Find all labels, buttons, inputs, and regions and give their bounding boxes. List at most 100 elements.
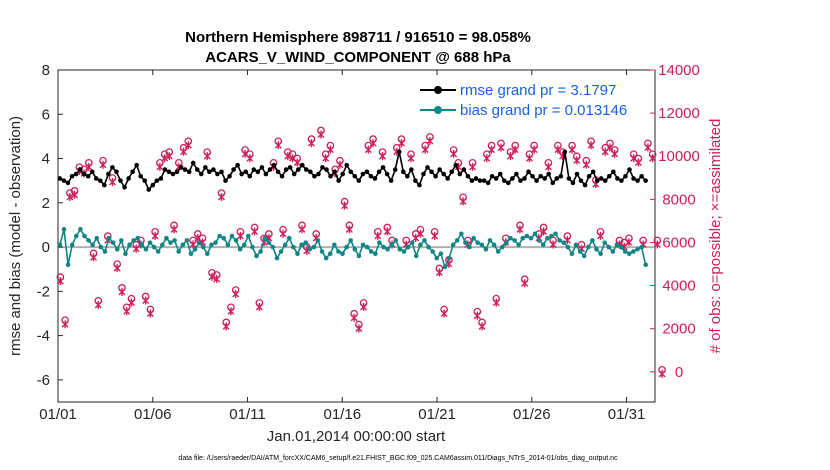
bias-point [581,253,587,259]
x-tick-label: 01/26 [513,406,551,423]
rmse-point [259,165,265,170]
x-tick-label: 01/21 [418,406,456,423]
obs-assimilated-point [435,268,443,277]
bias-point [147,240,153,245]
obs-assimilated-point [653,240,661,249]
bias-point [180,242,186,248]
bias-point [553,231,558,237]
rmse-point [299,162,305,168]
rmse-point [392,167,398,172]
rmse-point [558,173,564,179]
bias-series [57,227,648,270]
bias-point [516,242,521,248]
rmse-point [441,171,446,177]
rmse-point [324,167,329,172]
right-y-tick-label: 8000 [662,191,695,208]
bias-point [610,249,616,254]
bias-point [471,235,476,241]
bias-point [94,235,100,241]
rmse-point [578,178,584,183]
rmse-point [405,173,410,179]
rmse-point [138,173,143,179]
bias-point [323,255,329,261]
rmse-point [643,178,648,183]
obs-assimilated-point [431,231,439,240]
obs-assimilated-point [516,225,524,234]
rmse-point [550,180,556,186]
obs-assimilated-point [165,152,173,161]
obs-assimilated-point [492,298,500,307]
obs-assimilated-point [246,154,254,163]
rmse-point [328,173,333,179]
bias-point [250,244,255,250]
rmse-point [114,169,119,175]
obs-assimilated-point [383,227,391,236]
rmse-point [372,176,378,181]
obs-assimilated-point [426,136,434,145]
obs-assimilated-point [540,227,548,236]
bias-point [389,242,394,248]
rmse-point [308,169,313,175]
rmse-point [639,173,644,179]
bias-point [643,262,648,268]
rmse-point [606,173,612,179]
rmse-point [348,169,354,175]
rmse-point [89,169,95,175]
rmse-point [615,176,620,181]
bias-point [69,242,75,248]
rmse-point [554,176,560,181]
bias-point [512,238,517,243]
obs-assimilated-point [184,141,192,150]
bias-point [606,244,612,250]
bias-point [594,246,599,252]
bias-point [618,244,624,250]
rmse-point [465,173,471,179]
rmse-point [283,167,289,172]
rmse-point [77,167,83,172]
obs-assimilated-point [108,177,116,186]
rmse-point [376,169,382,175]
bias-point [368,249,374,254]
rmse-point [445,176,451,181]
legend: rmse grand pr = 3.1797 bias grand pr = 0… [417,80,650,124]
rmse-point [481,178,487,183]
data-file-footer: data file: /Users/raeder/DAI/ATM_forcXX/… [178,455,618,462]
obs-assimilated-point [85,162,93,171]
bias-point [631,249,636,254]
left-y-tick-label: 6 [42,106,50,123]
bias-point [151,244,157,250]
obs-assimilated-point [151,231,159,240]
rmse-point [582,182,588,188]
obs-assimilated-point [544,162,552,171]
obs-assimilated-point [360,302,368,311]
bias-point [127,242,132,248]
bias-point [373,251,378,257]
bias-point [303,240,308,245]
right-y-axis-label: # of obs: o=possible; ×=assimilated [707,119,724,354]
obs-assimilated-point [251,227,259,236]
legend-rmse-label: rmse grand pr = 3.1797 [460,82,616,99]
rmse-point [69,173,75,179]
bias-point [135,235,141,241]
bias-point [561,240,567,245]
bias-point [405,244,411,250]
obs-assimilated-point [450,149,458,158]
rmse-point [469,178,475,183]
bias-point [491,242,497,248]
obs-assimilated-point [94,300,102,309]
bias-point [454,238,460,243]
rmse-point [635,178,640,183]
bias-point [172,238,177,243]
rmse-point [287,165,293,170]
rmse-point [493,176,499,181]
bias-point [495,249,501,254]
rmse-point [566,176,572,181]
obs-assimilated-point [189,240,197,249]
rmse-point [190,160,196,166]
chart-title-line1: Northern Hemisphere 898711 / 916510 = 98… [185,29,531,46]
bias-point [352,246,358,252]
obs-assimilated-point [142,296,150,305]
bias-point [598,251,603,257]
rmse-point [247,173,253,179]
